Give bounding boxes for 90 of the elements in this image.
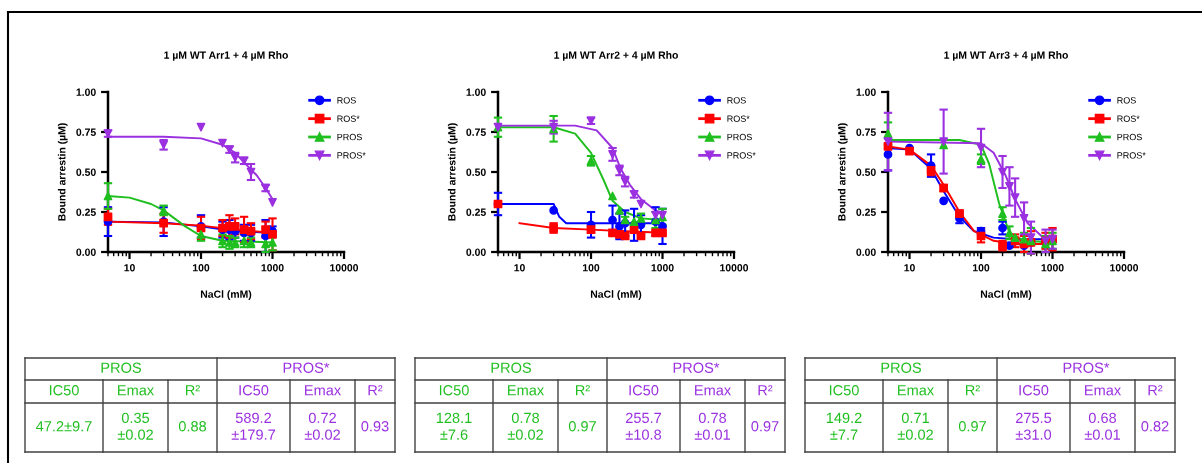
text: 0.88 xyxy=(178,421,207,432)
y-axis-title: Bound arrestin (µM) xyxy=(447,123,458,221)
text: IC50 xyxy=(1019,385,1049,396)
text: 0.71 ±0.02 xyxy=(897,412,933,440)
text: R² xyxy=(576,385,590,396)
y-tick-label: 0.50 xyxy=(856,168,876,176)
text: 128.1 ±7.6 xyxy=(436,412,472,440)
y-tick-label: 0.75 xyxy=(76,128,96,136)
y-tick-label: 0.00 xyxy=(76,248,96,256)
y-tick-label: 1.00 xyxy=(76,88,96,96)
y-tick-label: 0.50 xyxy=(76,168,96,176)
legend-label: PROS* xyxy=(727,152,756,159)
text: PROS* xyxy=(1063,362,1110,373)
text: PROS* xyxy=(673,362,720,373)
text: PROS xyxy=(491,362,531,373)
y-tick-label: 1.00 xyxy=(466,88,486,96)
y-tick-label: 0.25 xyxy=(856,208,876,216)
legend-label: ROS* xyxy=(1117,115,1140,122)
text: IC50 xyxy=(239,385,269,396)
text: Emax xyxy=(305,385,341,396)
text: R² xyxy=(186,385,200,396)
legend-label: PROS* xyxy=(337,152,366,159)
text: PROS xyxy=(881,362,921,373)
x-tick-label: 10000 xyxy=(1110,264,1139,272)
text: 0.78 ±0.02 xyxy=(507,412,543,440)
y-tick-label: 0.00 xyxy=(856,248,876,256)
chart-title: 1 µM WT Arr2 + 4 µM Rho xyxy=(554,51,678,61)
x-tick-label: 10 xyxy=(514,264,525,272)
legend-label: PROS xyxy=(727,133,752,141)
text: 255.7 ±10.8 xyxy=(625,412,662,440)
x-tick-label: 1000 xyxy=(1041,264,1064,272)
legend-label: ROS* xyxy=(727,115,750,122)
legend-label: PROS xyxy=(337,133,362,141)
y-tick-label: 0.75 xyxy=(856,128,876,136)
legend-label: ROS xyxy=(727,97,746,104)
y-tick-label: 1.00 xyxy=(856,88,876,96)
legend-label: ROS xyxy=(337,97,356,104)
chart-title: 1 µM WT Arr3 + 4 µM Rho xyxy=(944,51,1068,61)
x-tick-label: 100 xyxy=(582,264,600,272)
x-tick-label: 1000 xyxy=(261,264,284,272)
legend-label: PROS xyxy=(1117,133,1142,141)
text: 0.78 ±0.01 xyxy=(694,412,730,440)
text: 275.5 ±31.0 xyxy=(1015,412,1052,440)
text: PROS* xyxy=(283,362,330,373)
x-tick-label: 10 xyxy=(904,264,915,272)
text: 47.2±9.7 xyxy=(36,421,92,432)
y-axis-title: Bound arrestin (µM) xyxy=(837,123,848,221)
y-tick-label: 0.25 xyxy=(76,208,96,216)
text: Emax xyxy=(1085,385,1121,396)
text: Emax xyxy=(118,385,154,396)
x-axis-title: NaCl (mM) xyxy=(980,290,1032,300)
text: Emax xyxy=(695,385,731,396)
text: 0.72 ±0.02 xyxy=(304,412,340,440)
text: 0.93 xyxy=(361,421,389,432)
text: 0.97 xyxy=(751,421,779,432)
legend-label: ROS* xyxy=(337,115,360,122)
text: IC50 xyxy=(49,385,79,396)
text: PROS xyxy=(101,362,141,373)
text: Emax xyxy=(898,385,934,396)
y-tick-label: 0.00 xyxy=(466,248,486,256)
chart-title: 1 µM WT Arr1 + 4 µM Rho xyxy=(164,51,288,61)
y-tick-label: 0.75 xyxy=(466,128,486,136)
y-axis-title: Bound arrestin (µM) xyxy=(57,123,68,221)
text: IC50 xyxy=(439,385,469,396)
y-tick-label: 0.25 xyxy=(466,208,486,216)
x-axis-title: NaCl (mM) xyxy=(200,290,252,300)
text: 0.68 ±0.01 xyxy=(1084,412,1120,440)
text: R² xyxy=(1148,385,1163,396)
x-tick-label: 100 xyxy=(192,264,210,272)
text: 0.82 xyxy=(1141,421,1169,432)
text: 589.2 ±179.7 xyxy=(231,412,276,440)
legend-label: ROS xyxy=(1117,97,1136,104)
text: 0.35 ±0.02 xyxy=(117,412,153,440)
text: 0.97 xyxy=(958,421,986,432)
x-tick-label: 10000 xyxy=(720,264,749,272)
text: Emax xyxy=(508,385,544,396)
x-tick-label: 10000 xyxy=(330,264,359,272)
text: 0.97 xyxy=(568,421,596,432)
x-tick-label: 100 xyxy=(972,264,990,272)
text: 149.2 ±7.7 xyxy=(826,412,862,440)
x-tick-label: 1000 xyxy=(651,264,674,272)
y-tick-label: 0.50 xyxy=(466,168,486,176)
text: R² xyxy=(758,385,773,396)
text: IC50 xyxy=(629,385,659,396)
x-axis-title: NaCl (mM) xyxy=(590,290,642,300)
x-tick-label: 10 xyxy=(124,264,135,272)
legend-label: PROS* xyxy=(1117,152,1146,159)
text: R² xyxy=(966,385,980,396)
text: R² xyxy=(368,385,383,396)
text: IC50 xyxy=(829,385,859,396)
